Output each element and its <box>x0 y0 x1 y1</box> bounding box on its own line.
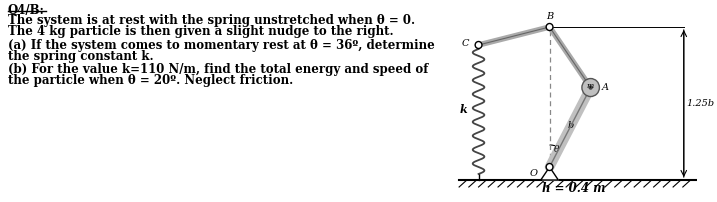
Text: Q4/B:: Q4/B: <box>8 4 44 17</box>
Circle shape <box>475 41 482 48</box>
Circle shape <box>546 23 553 31</box>
Polygon shape <box>541 167 559 180</box>
Text: (b) For the value k=110 N/m, find the total energy and speed of: (b) For the value k=110 N/m, find the to… <box>8 63 428 76</box>
Text: h = 0.4 m: h = 0.4 m <box>542 182 606 195</box>
Text: the particle when θ = 20º. Neglect friction.: the particle when θ = 20º. Neglect frict… <box>8 74 293 87</box>
Circle shape <box>582 79 599 97</box>
Text: B: B <box>546 12 553 21</box>
Circle shape <box>589 86 592 89</box>
Text: the spring constant k.: the spring constant k. <box>8 50 153 63</box>
Text: C: C <box>461 40 469 48</box>
Text: A: A <box>602 83 608 92</box>
Circle shape <box>546 163 553 170</box>
Text: O: O <box>530 169 538 178</box>
Text: 1.25b: 1.25b <box>687 99 715 108</box>
Text: θ: θ <box>554 145 559 154</box>
Text: b: b <box>567 121 574 130</box>
Text: m: m <box>586 82 593 89</box>
Text: The 4 kg particle is then given a slight nudge to the right.: The 4 kg particle is then given a slight… <box>8 25 394 38</box>
Text: (a) If the system comes to momentary rest at θ = 36º, determine: (a) If the system comes to momentary res… <box>8 39 435 52</box>
Text: k: k <box>459 104 467 115</box>
Text: The system is at rest with the spring unstretched when θ = 0.: The system is at rest with the spring un… <box>8 14 415 27</box>
